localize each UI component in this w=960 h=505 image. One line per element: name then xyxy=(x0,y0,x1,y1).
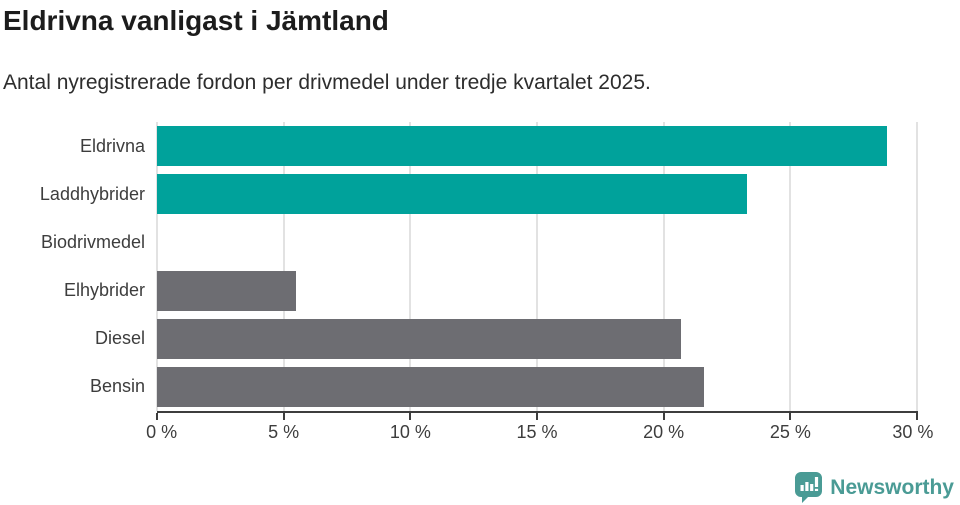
bar-row xyxy=(157,267,917,315)
bar xyxy=(157,174,748,215)
gridline xyxy=(662,122,665,411)
newsworthy-wordmark: Newsworthy xyxy=(830,475,954,499)
category-labels: Eldrivna Laddhybrider Biodrivmedel Elhybrid… xyxy=(0,122,145,411)
axis-tick-label: 5 % xyxy=(268,422,300,442)
bar-row xyxy=(157,315,917,363)
bar-chart-speech-bubble-icon xyxy=(795,472,823,503)
newsworthy-logo: Newsworthy xyxy=(795,472,954,503)
bar-row xyxy=(157,218,917,266)
axis-tick-mark xyxy=(282,413,285,420)
gridline xyxy=(916,122,918,411)
axis-tick-label: 20 % xyxy=(643,422,685,442)
axis-tick-mark xyxy=(916,413,918,420)
category-label: Eldrivna xyxy=(79,135,145,156)
axis-tick-label: 15 % xyxy=(516,422,558,442)
chart-title: Eldrivna vanligast i Jämtland xyxy=(3,5,389,36)
axis-tick-mark xyxy=(789,413,792,420)
gridline xyxy=(156,122,158,411)
gridline xyxy=(409,122,412,411)
axis-tick-mark xyxy=(156,413,158,420)
x-axis-ticks: 0 % 5 % 10 % 15 % 20 % 25 % 30 % xyxy=(146,413,933,453)
category-label: Bensin xyxy=(89,376,145,397)
category-label: Laddhybrider xyxy=(39,183,145,204)
bar-row xyxy=(157,363,917,411)
axis-tick-label: 30 % xyxy=(892,422,934,442)
axis-tick-label: 0 % xyxy=(146,422,178,442)
bar xyxy=(157,270,297,311)
bar-row xyxy=(157,170,917,218)
chart-subtitle: Antal nyregistrerade fordon per drivmede… xyxy=(3,71,651,94)
category-label: Biodrivmedel xyxy=(40,231,145,252)
axis-tick-label: 10 % xyxy=(389,422,431,442)
x-axis-line xyxy=(157,411,918,413)
bar xyxy=(157,366,705,407)
bar-row xyxy=(157,122,917,170)
axis-tick-mark xyxy=(409,413,412,420)
axis-tick-mark xyxy=(536,413,538,420)
axis-tick-mark xyxy=(662,413,665,420)
bar-rows xyxy=(157,122,917,411)
gridline xyxy=(282,122,285,411)
axis-tick-label: 25 % xyxy=(769,422,811,442)
category-label: Diesel xyxy=(94,328,145,349)
bar xyxy=(157,318,682,359)
bar xyxy=(157,126,887,167)
plot-area xyxy=(156,122,918,411)
category-label: Elhybrider xyxy=(63,280,145,301)
gridline xyxy=(789,122,792,411)
gridline xyxy=(536,122,538,411)
